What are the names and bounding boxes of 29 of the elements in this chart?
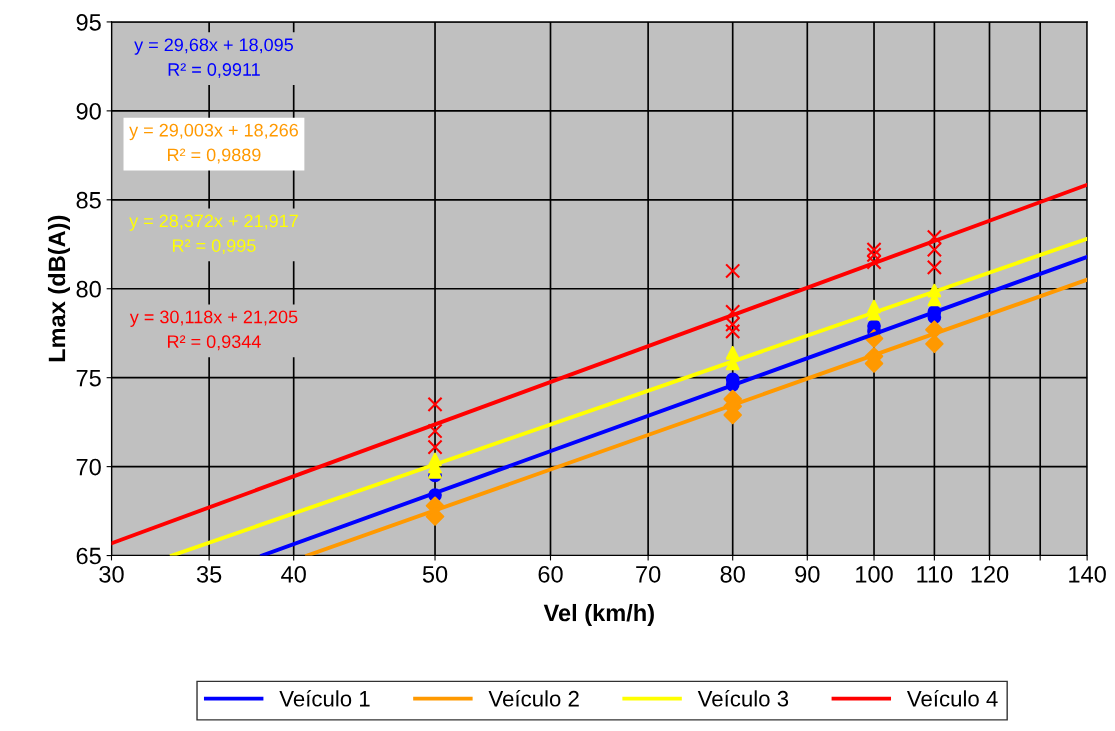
x-tick-label: 30 — [99, 565, 124, 583]
y-tick-label: 75 — [76, 369, 101, 387]
x-tick-label: 40 — [281, 565, 306, 583]
x-tick-label: 90 — [795, 565, 820, 583]
x-tick-label: 80 — [720, 565, 745, 583]
x-tick-label: 50 — [422, 565, 448, 583]
x-tick-label: 60 — [538, 565, 563, 583]
x-tick-label: 110 — [917, 565, 953, 583]
y-tick-label: 95 — [76, 14, 101, 31]
x-tick-label: 70 — [636, 565, 661, 583]
x-tick-label: 140 — [1069, 565, 1106, 583]
x-tick-label: 35 — [196, 565, 222, 583]
y-tick-label: 90 — [76, 102, 101, 120]
y-axis-title: Lmax (dB(A)) — [47, 215, 70, 362]
legend-label: Veículo 1 — [279, 690, 370, 707]
x-tick-label: 100 — [856, 565, 893, 583]
legend-label: Veículo 3 — [697, 690, 789, 707]
y-tick-label: 70 — [76, 458, 101, 476]
annotation: y = 28,372x + 21,917 R² = 0,995 — [129, 214, 298, 255]
x-axis-title: Vel (km/h) — [543, 603, 654, 626]
legend-label: Veículo 2 — [488, 690, 579, 707]
y-tick-label: 80 — [76, 280, 101, 298]
annotation: y = 29,003x + 18,266 R² = 0,9889 — [129, 123, 298, 164]
legend-label: Veículo 4 — [906, 690, 998, 707]
y-tick-label: 85 — [76, 191, 101, 209]
y-tick-label: 65 — [76, 547, 101, 565]
x-tick-label: 120 — [971, 565, 1009, 583]
annotation: y = 29,68x + 18,095 R² = 0,9911 — [134, 38, 293, 79]
annotation: y = 30,118x + 21,205 R² = 0,9344 — [129, 310, 298, 351]
